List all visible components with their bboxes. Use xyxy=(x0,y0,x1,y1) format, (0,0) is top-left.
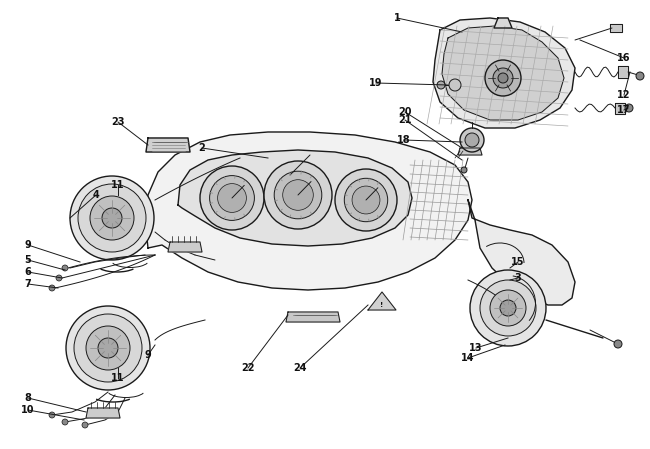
Polygon shape xyxy=(146,138,190,152)
Circle shape xyxy=(49,285,55,291)
Circle shape xyxy=(283,180,313,210)
Circle shape xyxy=(335,169,397,231)
Polygon shape xyxy=(610,24,622,32)
Text: 21: 21 xyxy=(398,115,411,125)
Text: 11: 11 xyxy=(111,373,125,383)
Circle shape xyxy=(352,186,380,214)
Circle shape xyxy=(461,167,467,173)
Circle shape xyxy=(49,412,55,418)
Circle shape xyxy=(344,178,387,222)
Circle shape xyxy=(86,326,130,370)
Circle shape xyxy=(625,104,633,112)
Text: 24: 24 xyxy=(293,363,307,373)
Polygon shape xyxy=(494,18,512,28)
Text: 1: 1 xyxy=(394,13,400,23)
Circle shape xyxy=(74,314,142,382)
Text: 6: 6 xyxy=(25,267,31,277)
Circle shape xyxy=(209,176,254,220)
Circle shape xyxy=(480,280,536,336)
Circle shape xyxy=(636,72,644,80)
Text: 16: 16 xyxy=(618,53,630,63)
Circle shape xyxy=(264,161,332,229)
Text: 11: 11 xyxy=(111,180,125,190)
Circle shape xyxy=(200,166,264,230)
Circle shape xyxy=(56,275,62,281)
Circle shape xyxy=(500,300,516,316)
Text: 5: 5 xyxy=(25,255,31,265)
Text: 9: 9 xyxy=(25,240,31,250)
Polygon shape xyxy=(178,150,412,246)
Circle shape xyxy=(78,184,146,252)
Text: 19: 19 xyxy=(369,78,383,88)
Circle shape xyxy=(470,270,546,346)
Circle shape xyxy=(70,176,154,260)
Circle shape xyxy=(90,196,134,240)
Circle shape xyxy=(490,290,526,326)
Polygon shape xyxy=(145,132,472,290)
Text: 7: 7 xyxy=(25,279,31,289)
Polygon shape xyxy=(286,312,340,322)
Circle shape xyxy=(274,171,322,219)
Text: 2: 2 xyxy=(199,143,205,153)
Circle shape xyxy=(62,419,68,425)
Text: 14: 14 xyxy=(462,353,474,363)
Text: 13: 13 xyxy=(469,343,483,353)
Circle shape xyxy=(62,265,68,271)
Text: 9: 9 xyxy=(144,350,151,360)
Polygon shape xyxy=(442,26,564,120)
Text: 8: 8 xyxy=(25,393,31,403)
Circle shape xyxy=(98,338,118,358)
Text: 3: 3 xyxy=(515,273,521,283)
Text: 20: 20 xyxy=(398,107,411,117)
Circle shape xyxy=(493,68,513,88)
Circle shape xyxy=(614,340,622,348)
Polygon shape xyxy=(468,200,575,305)
Polygon shape xyxy=(368,292,396,310)
Text: 4: 4 xyxy=(92,190,99,200)
Polygon shape xyxy=(618,66,628,78)
Polygon shape xyxy=(168,242,202,252)
Circle shape xyxy=(449,79,461,91)
Circle shape xyxy=(498,73,508,83)
Circle shape xyxy=(82,422,88,428)
Polygon shape xyxy=(615,103,625,114)
Circle shape xyxy=(460,128,484,152)
Circle shape xyxy=(102,208,122,228)
Polygon shape xyxy=(86,408,120,418)
Text: 12: 12 xyxy=(618,90,630,100)
Polygon shape xyxy=(458,148,482,155)
Text: 22: 22 xyxy=(241,363,255,373)
Circle shape xyxy=(66,306,150,390)
Text: 17: 17 xyxy=(618,105,630,115)
Circle shape xyxy=(485,60,521,96)
Text: 23: 23 xyxy=(111,117,125,127)
Text: 10: 10 xyxy=(21,405,34,415)
Text: 15: 15 xyxy=(512,257,525,267)
Circle shape xyxy=(465,133,479,147)
Circle shape xyxy=(437,81,445,89)
Polygon shape xyxy=(433,18,575,128)
Text: !: ! xyxy=(380,302,384,308)
Circle shape xyxy=(218,184,246,212)
Text: 18: 18 xyxy=(397,135,411,145)
